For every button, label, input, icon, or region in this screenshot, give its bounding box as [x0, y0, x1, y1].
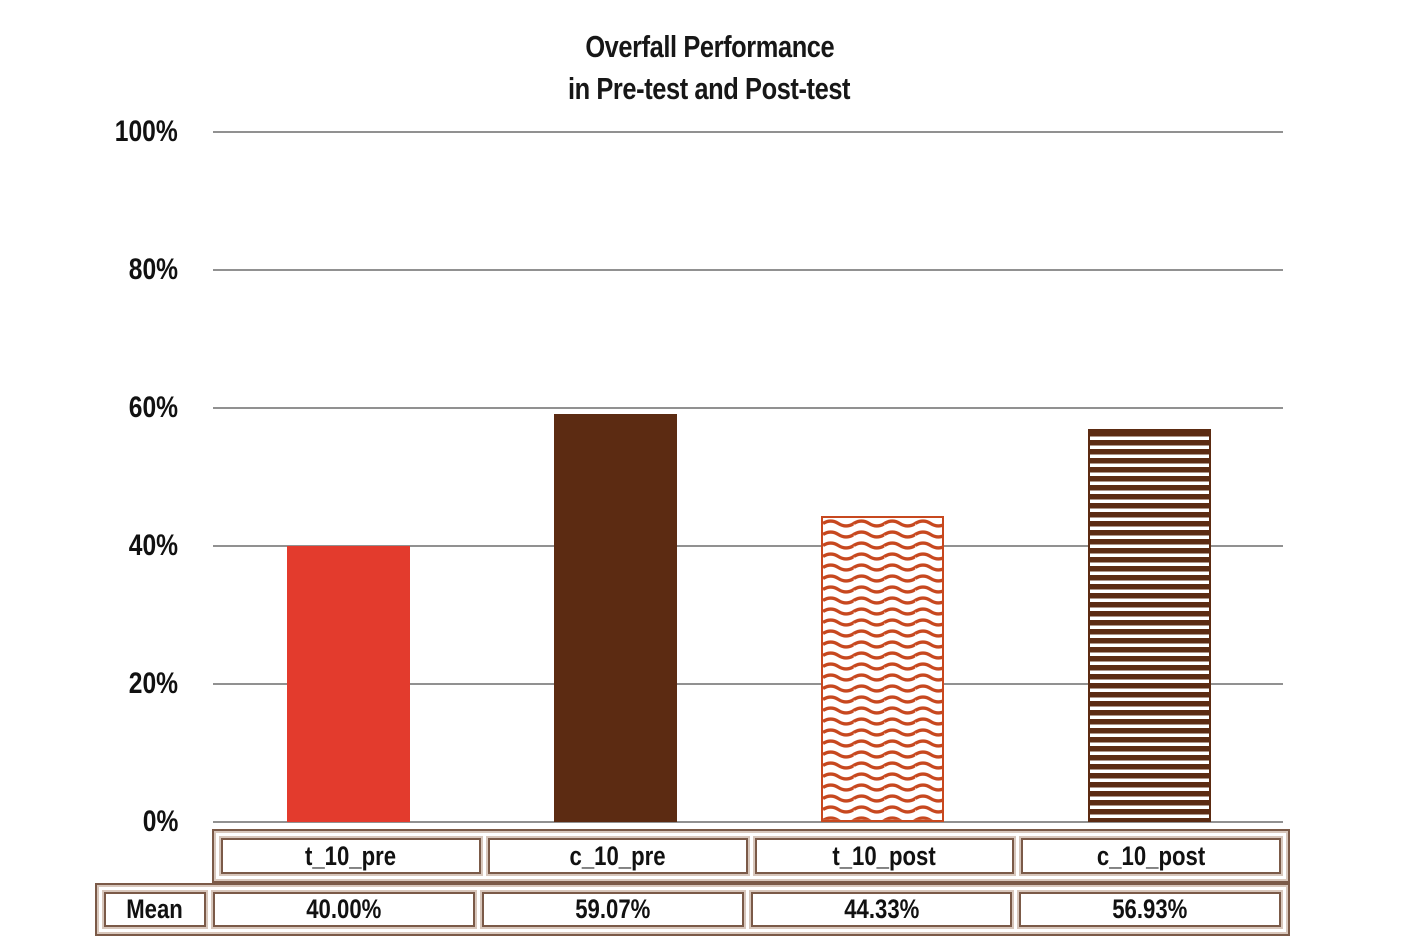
chart-title-line1: Overfall Performance [585, 29, 834, 64]
bar-t_10_post [821, 516, 944, 822]
table-row-header-mean: Mean [104, 892, 206, 927]
bar-c_10_post [1088, 429, 1211, 822]
gridline-60% [213, 407, 1283, 409]
gridline-40% [213, 545, 1283, 547]
table-col-header-t_10_pre: t_10_pre [221, 838, 481, 874]
y-tick-label: 0% [142, 805, 178, 838]
chart-title: Overfall Performance in Pre-test and Pos… [0, 26, 1419, 110]
bar-t_10_pre [287, 546, 410, 822]
mean-value-c_10_pre: 59.07% [481, 892, 744, 927]
bar-c_10_pre [554, 414, 677, 822]
mean-value-t_10_pre: 40.00% [213, 892, 475, 927]
bar-chart-plot-area [213, 131, 1283, 823]
y-tick-label: 100% [115, 115, 178, 148]
y-tick-label: 40% [128, 529, 178, 562]
table-header-row: t_10_pre c_10_pre t_10_post c_10_post [212, 829, 1290, 883]
y-tick-label: 20% [128, 667, 178, 700]
wave-fill [823, 518, 942, 820]
y-axis-labels: 0% 20% 40% 60% 80% 100% [0, 115, 178, 838]
mean-value-c_10_post: 56.93% [1019, 892, 1281, 927]
y-tick-label: 80% [128, 253, 178, 286]
gridline-80% [213, 269, 1283, 271]
gridline-100% [213, 131, 1283, 133]
table-col-header-t_10_post: t_10_post [754, 838, 1015, 874]
gridline-0% [213, 821, 1283, 823]
y-tick-label: 60% [128, 391, 178, 424]
table-col-header-c_10_pre: c_10_pre [487, 838, 748, 874]
gridline-20% [213, 683, 1283, 685]
table-col-header-c_10_post: c_10_post [1021, 838, 1281, 874]
chart-title-line2: in Pre-test and Post-test [568, 71, 851, 106]
mean-value-t_10_post: 44.33% [750, 892, 1013, 927]
table-mean-row: Mean 40.00% 59.07% 44.33% 56.93% [95, 883, 1290, 936]
